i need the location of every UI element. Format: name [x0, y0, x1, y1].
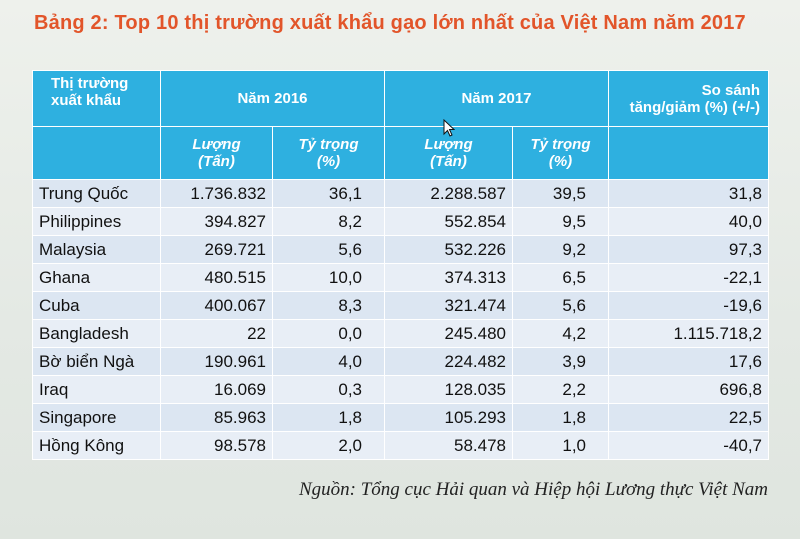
qty-2017-cell: 128.035 — [384, 375, 513, 404]
share-2017-cell: 2,2 — [512, 375, 609, 404]
market-cell: Cuba — [32, 291, 161, 320]
qty-2016-line1: Lượng — [192, 136, 241, 153]
table-row: Cuba 400.067 8,3 321.474 5,6 -19,6 — [32, 291, 769, 320]
qty-2017-cell: 552.854 — [384, 207, 513, 236]
qty-2017-cell: 224.482 — [384, 347, 513, 376]
share-2017-cell: 5,6 — [512, 291, 609, 320]
table-row: Malaysia 269.721 5,6 532.226 9,2 97,3 — [32, 235, 769, 264]
share-2017-cell: 1,0 — [512, 431, 609, 460]
market-header-line2: xuất khẩu — [51, 92, 122, 109]
change-cell: 31,8 — [608, 179, 769, 208]
qty-2016-cell: 190.961 — [160, 347, 273, 376]
share-2017-cell: 4,2 — [512, 319, 609, 348]
qty-2017-cell: 245.480 — [384, 319, 513, 348]
market-cell: Philippines — [32, 207, 161, 236]
market-cell: Hồng Kông — [32, 431, 161, 460]
change-cell: 696,8 — [608, 375, 769, 404]
share-2017-cell: 1,8 — [512, 403, 609, 432]
qty-2017-cell: 105.293 — [384, 403, 513, 432]
compare-header-line2: tăng/giảm (%) (+/-) — [629, 98, 760, 116]
compare-header: So sánh tăng/giảm (%) (+/-) — [608, 70, 769, 127]
market-cell: Bangladesh — [32, 319, 161, 348]
share-2016-line1: Tỷ trọng — [298, 136, 359, 153]
qty-2016-cell: 22 — [160, 319, 273, 348]
year-2017-header: Năm 2017 — [384, 70, 609, 127]
qty-2016-line2: (Tấn) — [198, 153, 235, 170]
change-cell: -40,7 — [608, 431, 769, 460]
share-2017-cell: 39,5 — [512, 179, 609, 208]
share-2017-line2: (%) — [548, 153, 573, 170]
table-title: Bảng 2: Top 10 thị trường xuất khẩu gạo … — [34, 12, 746, 34]
qty-2016-cell: 85.963 — [160, 403, 273, 432]
share-2017-cell: 6,5 — [512, 263, 609, 292]
qty-2017-cell: 321.474 — [384, 291, 513, 320]
share-2017-line1: Tỷ trọng — [530, 136, 591, 153]
compare-subheader-empty — [608, 126, 769, 180]
share-2017-cell: 9,5 — [512, 207, 609, 236]
market-header: Thị trường xuất khẩu — [32, 70, 161, 127]
market-cell: Malaysia — [32, 235, 161, 264]
qty-2017-line1: Lượng — [424, 136, 473, 153]
qty-2016-cell: 400.067 — [160, 291, 273, 320]
qty-2016-cell: 269.721 — [160, 235, 273, 264]
share-2016-cell: 4,0 — [272, 347, 385, 376]
qty-2016-cell: 394.827 — [160, 207, 273, 236]
market-cell: Ghana — [32, 263, 161, 292]
share-2016-cell: 36,1 — [272, 179, 385, 208]
share-2017-cell: 9,2 — [512, 235, 609, 264]
qty-2017-cell: 374.313 — [384, 263, 513, 292]
market-cell: Iraq — [32, 375, 161, 404]
table-row: Singapore 85.963 1,8 105.293 1,8 22,5 — [32, 403, 769, 432]
compare-header-line1: So sánh — [701, 81, 760, 99]
qty-2017-cell: 532.226 — [384, 235, 513, 264]
rice-export-table: Thị trường xuất khẩu Năm 2016 Năm 2017 S… — [32, 70, 769, 460]
share-2016-cell: 5,6 — [272, 235, 385, 264]
share-2016-line2: (%) — [316, 153, 341, 170]
market-cell: Trung Quốc — [32, 179, 161, 208]
qty-2017-line2: (Tấn) — [430, 153, 467, 170]
table-row: Trung Quốc 1.736.832 36,1 2.288.587 39,5… — [32, 179, 769, 208]
table-row: Bangladesh 22 0,0 245.480 4,2 1.115.718,… — [32, 319, 769, 348]
change-cell: 97,3 — [608, 235, 769, 264]
table-row: Iraq 16.069 0,3 128.035 2,2 696,8 — [32, 375, 769, 404]
market-subheader-empty — [32, 126, 161, 180]
change-cell: 1.115.718,2 — [608, 319, 769, 348]
change-cell: 17,6 — [608, 347, 769, 376]
qty-2016-cell: 98.578 — [160, 431, 273, 460]
change-cell: -22,1 — [608, 263, 769, 292]
source-note: Nguồn: Tổng cục Hải quan và Hiệp hội Lươ… — [298, 479, 768, 500]
qty-2016-cell: 480.515 — [160, 263, 273, 292]
qty-2016-header: Lượng (Tấn) — [160, 126, 273, 180]
market-cell: Singapore — [32, 403, 161, 432]
qty-2017-header: Lượng (Tấn) — [384, 126, 513, 180]
share-2016-cell: 0,3 — [272, 375, 385, 404]
table-row: Philippines 394.827 8,2 552.854 9,5 40,0 — [32, 207, 769, 236]
share-2017-cell: 3,9 — [512, 347, 609, 376]
share-2016-cell: 8,2 — [272, 207, 385, 236]
share-2016-cell: 10,0 — [272, 263, 385, 292]
table-row: Hồng Kông 98.578 2,0 58.478 1,0 -40,7 — [32, 431, 769, 460]
market-cell: Bờ biển Ngà — [32, 347, 161, 376]
share-2016-cell: 8,3 — [272, 291, 385, 320]
qty-2016-cell: 1.736.832 — [160, 179, 273, 208]
share-2016-cell: 2,0 — [272, 431, 385, 460]
qty-2017-cell: 58.478 — [384, 431, 513, 460]
market-header-line1: Thị trường — [51, 75, 129, 92]
year-2016-header: Năm 2016 — [160, 70, 385, 127]
table-row: Ghana 480.515 10,0 374.313 6,5 -22,1 — [32, 263, 769, 292]
share-2017-header: Tỷ trọng (%) — [512, 126, 609, 180]
share-2016-cell: 0,0 — [272, 319, 385, 348]
share-2016-header: Tỷ trọng (%) — [272, 126, 385, 180]
change-cell: 40,0 — [608, 207, 769, 236]
table-row: Bờ biển Ngà 190.961 4,0 224.482 3,9 17,6 — [32, 347, 769, 376]
change-cell: 22,5 — [608, 403, 769, 432]
change-cell: -19,6 — [608, 291, 769, 320]
share-2016-cell: 1,8 — [272, 403, 385, 432]
mouse-pointer-icon — [443, 119, 455, 137]
qty-2016-cell: 16.069 — [160, 375, 273, 404]
qty-2017-cell: 2.288.587 — [384, 179, 513, 208]
